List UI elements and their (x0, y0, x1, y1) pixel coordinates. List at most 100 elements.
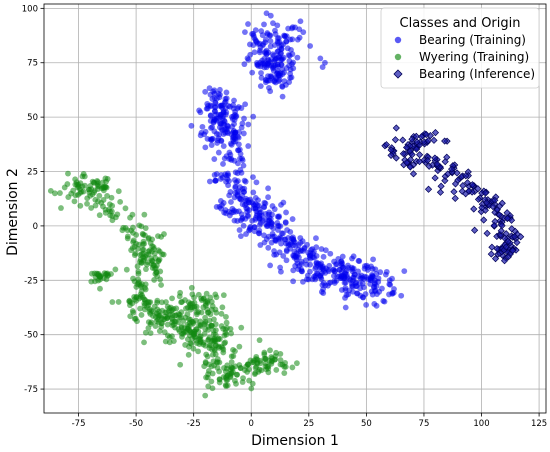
data-point-series-1 (228, 353, 235, 360)
data-point-series-1 (210, 327, 217, 334)
data-point-series-0 (258, 70, 264, 76)
data-point-series-0 (332, 268, 338, 274)
data-point-series-0 (327, 250, 334, 257)
data-point-series-1 (109, 299, 116, 305)
data-point-series-1 (157, 268, 164, 275)
data-point-series-0 (205, 103, 211, 109)
data-point-series-0 (211, 156, 218, 162)
data-point-series-2 (424, 185, 433, 193)
data-point-series-0 (387, 281, 394, 288)
data-point-series-1 (183, 328, 190, 335)
data-point-series-0 (251, 228, 258, 235)
data-point-series-2 (431, 129, 440, 137)
data-point-series-0 (258, 74, 265, 81)
data-point-series-2 (431, 174, 439, 182)
data-point-series-2 (483, 199, 491, 207)
data-point-series-1 (218, 310, 225, 317)
data-point-series-1 (218, 323, 225, 329)
data-point-series-0 (280, 199, 287, 206)
data-point-series-0 (370, 256, 376, 263)
data-point-series-0 (312, 274, 319, 281)
data-point-series-1 (202, 392, 209, 399)
y-tick-label: 25 (27, 168, 38, 178)
x-tick-label: -50 (129, 419, 143, 429)
data-point-series-1 (96, 212, 103, 219)
data-point-series-1 (244, 369, 251, 375)
data-point-series-0 (247, 196, 254, 203)
data-point-series-1 (207, 342, 214, 349)
data-point-series-1 (185, 351, 192, 358)
data-point-series-2 (416, 151, 424, 159)
y-tick-label: 75 (27, 59, 38, 69)
data-point-series-1 (201, 330, 208, 337)
data-point-series-1 (142, 286, 149, 293)
data-point-series-2 (412, 145, 421, 153)
data-point-series-0 (371, 301, 378, 307)
data-point-series-1 (131, 252, 138, 258)
data-point-series-0 (251, 49, 258, 56)
data-point-series-1 (203, 351, 210, 358)
data-point-series-0 (199, 123, 206, 130)
axis-ticks: -75 -50 -25 0 25 50 75 100 125 -75 -50 -25 0 25 50 75 10… (22, 4, 547, 429)
legend-box (380, 7, 540, 89)
data-point-series-0 (360, 294, 367, 301)
data-point-series-0 (308, 247, 315, 253)
data-point-series-1 (170, 321, 177, 328)
data-points (47, 10, 525, 399)
data-point-series-0 (247, 51, 254, 58)
data-point-series-1 (114, 211, 121, 218)
data-point-series-0 (261, 21, 267, 28)
data-point-series-2 (399, 150, 407, 158)
data-point-series-1 (100, 203, 106, 210)
data-point-series-0 (234, 218, 241, 224)
data-point-series-1 (179, 299, 185, 305)
data-point-series-0 (257, 83, 264, 90)
data-point-series-1 (100, 275, 107, 281)
data-point-series-0 (283, 209, 289, 216)
data-point-series-0 (274, 35, 281, 42)
data-point-series-2 (497, 231, 505, 239)
data-point-series-1 (138, 312, 145, 318)
data-point-series-1 (222, 339, 229, 346)
data-point-series-0 (283, 257, 290, 264)
data-point-series-0 (216, 131, 222, 138)
data-point-series-0 (257, 59, 264, 66)
data-point-series-1 (223, 319, 230, 326)
data-point-series-1 (109, 213, 116, 219)
data-point-series-1 (155, 319, 162, 326)
data-point-series-0 (322, 247, 329, 254)
data-point-series-1 (209, 351, 216, 358)
data-point-series-1 (200, 339, 207, 346)
data-point-series-1 (95, 198, 101, 205)
data-point-series-1 (202, 360, 209, 366)
data-point-series-0 (282, 219, 289, 226)
data-point-series-1 (190, 345, 197, 352)
data-point-series-0 (253, 179, 260, 186)
data-point-series-0 (236, 227, 243, 233)
data-point-series-2 (490, 221, 498, 230)
data-point-series-1 (159, 299, 165, 306)
data-point-series-0 (363, 302, 370, 308)
data-point-series-2 (450, 188, 458, 196)
data-point-series-1 (221, 332, 228, 339)
data-point-series-1 (277, 361, 284, 368)
data-point-series-1 (205, 383, 212, 390)
data-point-series-1 (177, 289, 184, 296)
data-point-series-0 (267, 73, 274, 80)
data-point-series-0 (268, 56, 275, 63)
data-point-series-0 (258, 212, 265, 219)
data-point-series-0 (278, 61, 285, 68)
y-tick-label: 50 (27, 113, 38, 123)
data-point-series-0 (270, 67, 277, 74)
data-point-series-0 (223, 89, 230, 96)
data-point-series-1 (75, 183, 82, 190)
data-point-series-1 (189, 304, 195, 311)
data-point-series-0 (215, 149, 222, 156)
data-point-series-1 (80, 188, 87, 195)
data-point-series-1 (253, 364, 260, 370)
data-point-series-0 (206, 178, 213, 185)
data-point-series-1 (178, 323, 185, 330)
data-point-series-0 (212, 177, 219, 184)
data-point-series-0 (318, 276, 325, 283)
data-point-series-1 (136, 281, 142, 287)
